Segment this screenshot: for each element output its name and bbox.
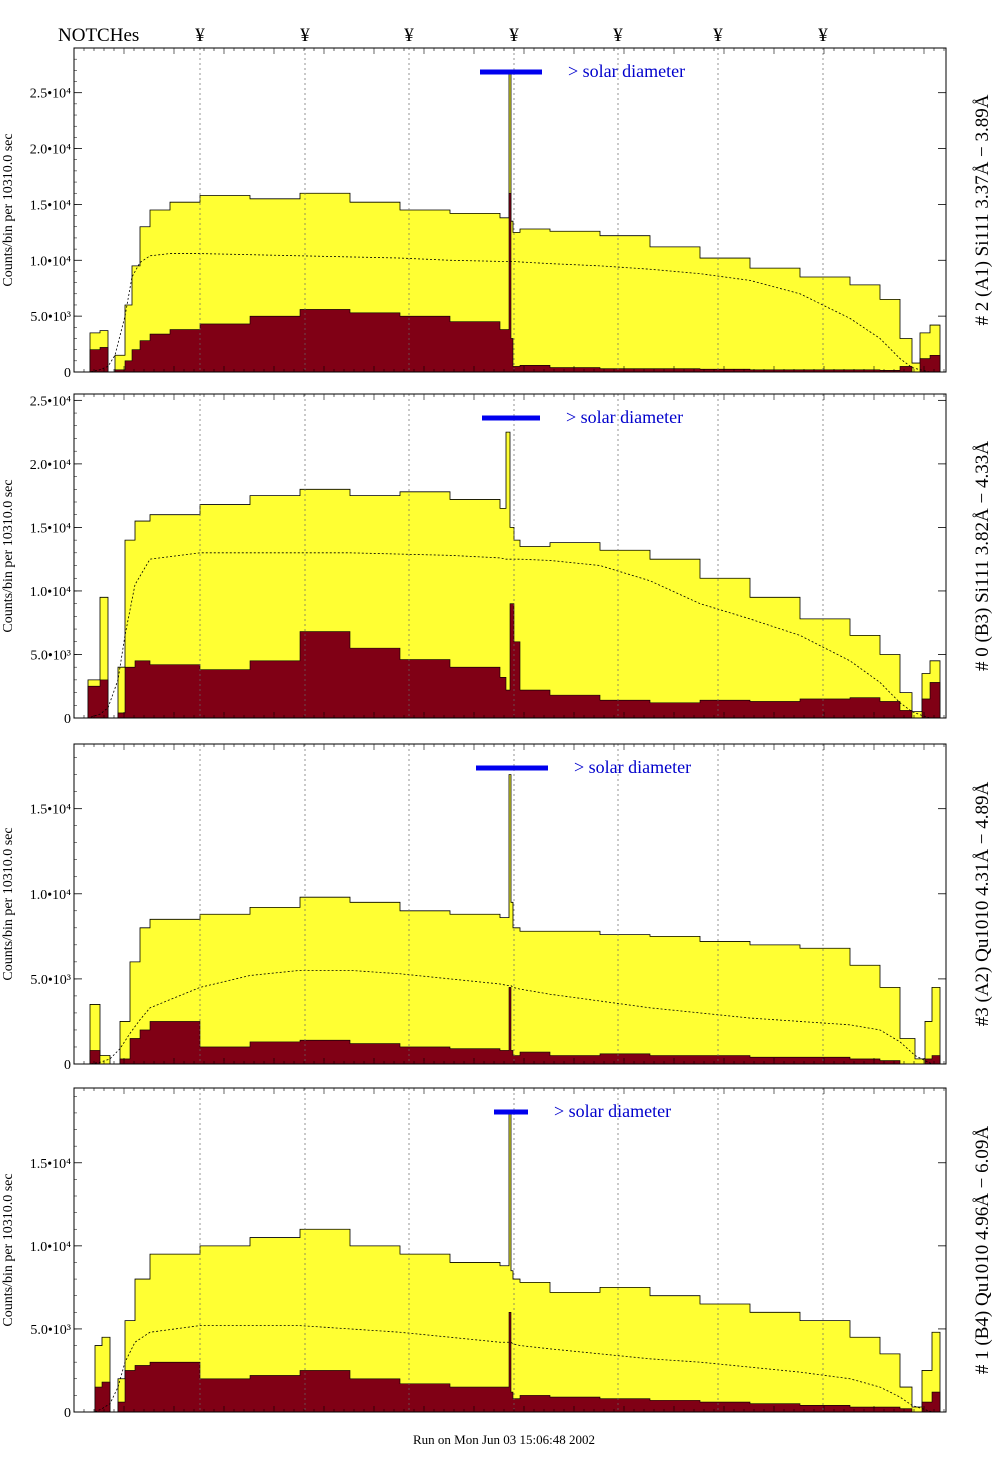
y-axis-label: Counts/bin per 10310.0 sec	[1, 1173, 16, 1326]
notches-label: NOTCHes	[58, 25, 139, 46]
y-tick-label: 1.0•10⁴	[30, 585, 71, 600]
y-tick-label: 1.5•10⁴	[30, 803, 71, 818]
model-curve	[75, 1325, 940, 1413]
panel-title: # 1 (B4) Qu1010 4.96Å − 6.09Å	[972, 1126, 993, 1374]
y-tick-label: 0	[64, 1058, 71, 1073]
solar-diameter-label: > solar diameter	[554, 1101, 671, 1121]
plot-frame	[73, 743, 947, 1065]
y-tick-label: 2.0•10⁴	[30, 143, 71, 158]
notch-symbol: ¥	[509, 25, 519, 46]
spectrum-panel: 0 5.0•10³ 1.0•10⁴ 1.5•10⁴ Counts/bin per 103…	[1, 743, 993, 1073]
y-tick-label: 1.5•10⁴	[30, 1157, 71, 1172]
panel-title: #3 (A2) Qu1010 4.31Å − 4.89Å	[972, 781, 993, 1026]
y-tick-label: 0	[64, 366, 71, 381]
background-counts-area	[75, 192, 941, 373]
solar-diameter-label: > solar diameter	[574, 757, 691, 777]
panels: 0 5.0•10³ 1.0•10⁴ 1.5•10⁴ 2.0•10⁴ 2.5•10⁴ Coun…	[1, 47, 993, 1421]
total-counts-area	[75, 69, 941, 373]
y-tick-label: 5.0•10³	[30, 973, 71, 988]
y-axis-label: Counts/bin per 10310.0 sec	[1, 827, 16, 980]
y-axis-label: Counts/bin per 10310.0 sec	[1, 133, 16, 286]
notch-symbols: ¥ ¥ ¥ ¥ ¥ ¥ ¥	[195, 25, 828, 46]
y-tick-label: 2.5•10⁴	[30, 394, 71, 409]
background-counts-area	[75, 603, 941, 719]
background-counts-area	[75, 987, 941, 1065]
model-curve	[75, 552, 940, 719]
y-tick-label: 2.5•10⁴	[30, 87, 71, 102]
total-counts-area	[75, 1112, 941, 1413]
panel-title: # 0 (B3) Si111 3.82Å − 4.33Å	[972, 441, 993, 671]
y-axis-label: Counts/bin per 10310.0 sec	[1, 479, 16, 632]
y-tick-label: 0	[64, 712, 71, 727]
notch-symbol: ¥	[300, 25, 310, 46]
notch-symbol: ¥	[713, 25, 723, 46]
y-tick-label: 2.0•10⁴	[30, 458, 71, 473]
solar-diameter-label: > solar diameter	[568, 61, 685, 81]
y-tick-label: 5.0•10³	[30, 310, 71, 325]
y-tick-label: 5.0•10³	[30, 648, 71, 663]
notch-symbol: ¥	[195, 25, 205, 46]
panel-title: # 2 (A1) Si111 3.37Å − 3.89Å	[972, 94, 993, 325]
plot-frame	[73, 393, 947, 719]
y-tick-label: 5.0•10³	[30, 1323, 71, 1338]
notch-symbol: ¥	[613, 25, 623, 46]
plot-frame	[73, 47, 947, 373]
y-tick-label: 1.0•10⁴	[30, 254, 71, 269]
y-tick-label: 1.0•10⁴	[30, 888, 71, 903]
plot-frame	[73, 1087, 947, 1413]
y-tick-label: 1.5•10⁴	[30, 521, 71, 536]
y-tick-label: 1.0•10⁴	[30, 1240, 71, 1255]
notch-symbol: ¥	[404, 25, 414, 46]
total-counts-area	[75, 774, 941, 1065]
spectrum-panel: 0 5.0•10³ 1.0•10⁴ 1.5•10⁴ 2.0•10⁴ 2.5•10⁴ Coun…	[1, 393, 993, 727]
spectrum-panel: 0 5.0•10³ 1.0•10⁴ 1.5•10⁴ 2.0•10⁴ 2.5•10⁴ Coun…	[1, 47, 993, 381]
solar-diameter-label: > solar diameter	[566, 407, 683, 427]
y-tick-label: 0	[64, 1406, 71, 1421]
run-footer: Run on Mon Jun 03 15:06:48 2002	[412, 1432, 595, 1447]
spectrum-panel: 0 5.0•10³ 1.0•10⁴ 1.5•10⁴ Counts/bin per 103…	[1, 1087, 993, 1421]
notch-symbol: ¥	[818, 25, 828, 46]
total-counts-area	[75, 431, 941, 719]
background-counts-area	[75, 1312, 941, 1413]
y-tick-label: 1.5•10⁴	[30, 198, 71, 213]
